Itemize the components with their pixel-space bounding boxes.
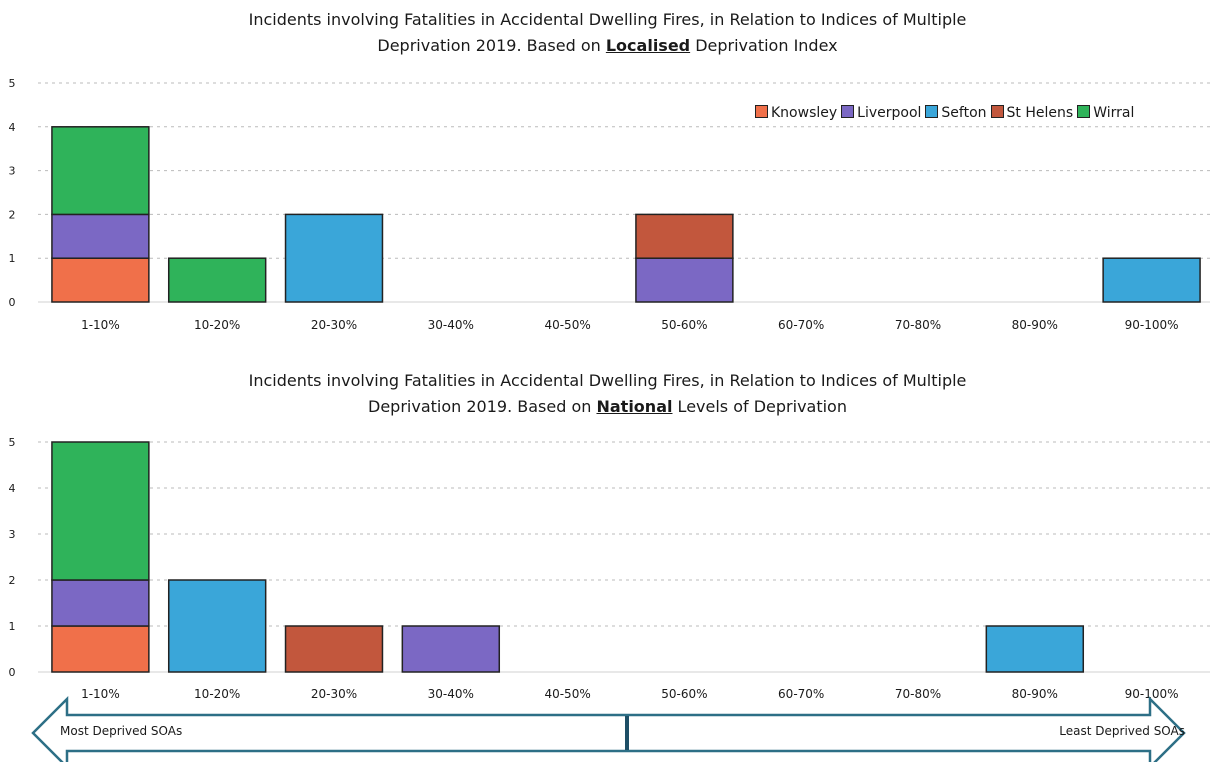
bar-segment-sefton — [284, 213, 384, 303]
x-category-label: 50-60% — [661, 318, 707, 332]
x-category-label: 30-40% — [428, 318, 474, 332]
legend-item-wirral: Wirral — [1077, 105, 1134, 121]
bar-segment-liverpool — [51, 579, 150, 627]
bar-segment-sefton — [1102, 257, 1201, 303]
bar-segment-liverpool — [51, 213, 150, 259]
x-category-label: 80-90% — [1012, 318, 1058, 332]
legend-item-st-helens: St Helens — [990, 105, 1074, 121]
y-tick-label: 2 — [9, 574, 16, 587]
arrow-right-label: Least Deprived SOAs — [1059, 724, 1185, 738]
x-category-label: 80-90% — [1012, 687, 1058, 701]
x-category-label: 30-40% — [428, 687, 474, 701]
title-post: Levels of Deprivation — [672, 397, 847, 416]
y-tick-label: 2 — [9, 208, 16, 221]
title-emphasis: Localised — [605, 36, 691, 55]
y-tick-label: 0 — [9, 296, 16, 309]
title-line-2: Deprivation 2019. Based on Localised Dep… — [0, 33, 1215, 59]
legend-item-liverpool: Liverpool — [841, 105, 921, 121]
y-tick-label: 4 — [9, 121, 16, 134]
x-category-label: 20-30% — [311, 687, 357, 701]
title-line-1: Incidents involving Fatalities in Accide… — [248, 10, 967, 29]
title-pre: Deprivation 2019. Based on — [368, 397, 597, 416]
legend-label: Liverpool — [857, 105, 922, 121]
legend-swatch — [990, 105, 1004, 118]
bar-segment-wirral — [51, 441, 150, 581]
bar-segment-st-helens — [284, 625, 384, 673]
x-category-label: 90-100% — [1125, 687, 1179, 701]
y-tick-label: 3 — [9, 165, 16, 178]
y-tick-label: 3 — [9, 528, 16, 541]
title-post: Deprivation Index — [690, 36, 838, 55]
x-category-label: 90-100% — [1125, 318, 1179, 332]
x-category-label: 50-60% — [661, 687, 707, 701]
title-pre: Deprivation 2019. Based on — [377, 36, 606, 55]
bar-segment-sefton — [985, 625, 1085, 673]
title-line-2: Deprivation 2019. Based on National Leve… — [0, 394, 1215, 420]
x-category-label: 10-20% — [194, 687, 240, 701]
y-tick-label: 1 — [9, 620, 16, 633]
legend-swatch — [925, 105, 939, 118]
bar-segment-knowsley — [51, 625, 150, 673]
y-tick-label: 0 — [9, 666, 16, 679]
legend-swatch — [1077, 105, 1091, 118]
legend-label: Wirral — [1093, 105, 1135, 121]
chart-title-national: Incidents involving Fatalities in Accide… — [0, 368, 1215, 420]
x-category-label: 10-20% — [194, 318, 240, 332]
chart-legend: Knowsley Liverpool Sefton St Helens Wirral — [751, 105, 1134, 121]
plot-national: 0 1 2 3 4 5 1-10% 10-20% 20-30% 30-40% 40-50% 50-60… — [9, 436, 1210, 701]
bar-segment-sefton — [167, 579, 267, 673]
bar-segment-wirral — [51, 126, 150, 216]
double-arrow-shape — [31, 695, 1186, 762]
y-tick-label: 1 — [9, 252, 16, 265]
chart-title-localised: Incidents involving Fatalities in Accide… — [0, 7, 1215, 59]
legend-item-sefton: Sefton — [925, 105, 987, 121]
legend-item-knowsley: Knowsley — [755, 105, 837, 121]
x-category-label: 70-80% — [895, 318, 941, 332]
y-tick-label: 4 — [9, 482, 16, 495]
bar-segment-st-helens — [635, 213, 734, 259]
plot-localised: 0 1 2 3 4 5 1-10% 10-20% 20-30% 30-40% 40-50% 50-60… — [9, 77, 1210, 332]
x-category-label: 70-80% — [895, 687, 941, 701]
x-category-label: 60-70% — [778, 318, 824, 332]
legend-label: St Helens — [1006, 105, 1074, 121]
bar-segment-wirral — [167, 257, 267, 303]
title-emphasis: National — [596, 397, 673, 416]
x-category-label: 20-30% — [311, 318, 357, 332]
legend-label: Knowsley — [771, 105, 838, 121]
bar-segment-liverpool — [401, 625, 501, 673]
deprivation-arrow — [31, 695, 1186, 762]
legend-label: Sefton — [941, 105, 987, 121]
y-tick-label: 5 — [9, 436, 16, 449]
bar-segment-knowsley — [51, 257, 150, 303]
x-category-label: 40-50% — [544, 318, 590, 332]
arrow-left-label: Most Deprived SOAs — [60, 724, 183, 738]
legend-swatch — [755, 105, 768, 118]
x-category-label: 1-10% — [81, 687, 120, 701]
x-category-label: 40-50% — [544, 687, 590, 701]
y-tick-label: 5 — [9, 77, 16, 90]
bar-segment-liverpool — [635, 257, 734, 303]
title-line-1: Incidents involving Fatalities in Accide… — [248, 371, 967, 390]
x-category-label: 1-10% — [81, 318, 120, 332]
legend-swatch — [841, 105, 855, 118]
x-category-label: 60-70% — [778, 687, 824, 701]
